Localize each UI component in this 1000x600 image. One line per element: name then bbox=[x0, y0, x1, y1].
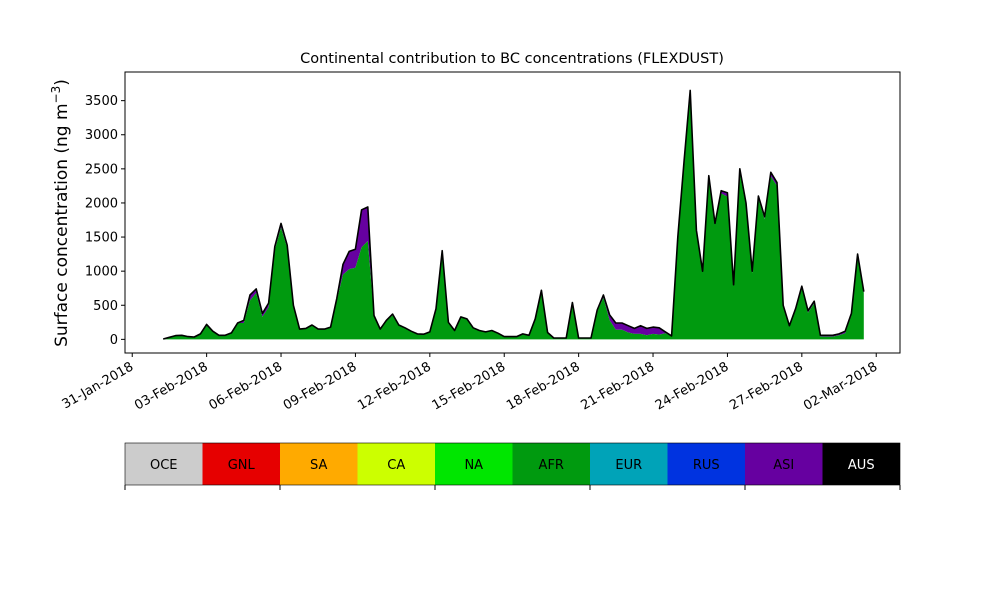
legend-swatch-oce bbox=[125, 443, 203, 485]
total-line bbox=[162, 89, 865, 340]
y-tick-label: 0 bbox=[110, 333, 118, 348]
legend-label-gnl: GNL bbox=[228, 458, 256, 473]
y-tick-label: 3000 bbox=[85, 128, 118, 143]
y-tick-label: 2500 bbox=[85, 162, 118, 177]
x-tick-label: 27-Feb-2018 bbox=[727, 359, 806, 413]
legend-swatch-rus bbox=[667, 443, 745, 485]
legend-label-afr: AFR bbox=[539, 458, 564, 473]
legend-label-rus: RUS bbox=[693, 458, 720, 473]
x-tick-label: 15-Feb-2018 bbox=[430, 359, 509, 413]
legend-swatch-asi bbox=[745, 443, 823, 485]
plot-area bbox=[162, 89, 865, 340]
x-tick-label: 12-Feb-2018 bbox=[355, 359, 434, 413]
legend-label-na: NA bbox=[464, 458, 483, 473]
legend-swatch-gnl bbox=[202, 443, 280, 485]
chart-title: Continental contribution to BC concentra… bbox=[300, 51, 724, 67]
y-axis-label-main: Surface concentration (ng m bbox=[52, 103, 72, 346]
y-axis-label-close: ) bbox=[52, 79, 72, 86]
x-tick-label: 06-Feb-2018 bbox=[206, 359, 285, 413]
legend-label-oce: OCE bbox=[150, 458, 178, 473]
y-tick-label: 1000 bbox=[85, 265, 118, 280]
x-tick-label: 09-Feb-2018 bbox=[281, 359, 360, 413]
legend-label-ca: CA bbox=[387, 458, 405, 473]
legend-swatch-eur bbox=[590, 443, 668, 485]
legend-swatch-aus bbox=[822, 443, 900, 485]
x-axis: 31-Jan-201803-Feb-201806-Feb-201809-Feb-… bbox=[60, 353, 880, 414]
legend-swatch-na bbox=[435, 443, 513, 485]
y-tick-label: 3500 bbox=[85, 94, 118, 109]
legend-label-eur: EUR bbox=[615, 458, 642, 473]
legend-swatch-sa bbox=[280, 443, 358, 485]
y-axis: 0 500 1000 1500 2000 2500 3000 3500 bbox=[85, 94, 125, 348]
legend-colorbar: OCE GNL SA CA NA AFR EUR RUS ASI AUS bbox=[124, 442, 901, 490]
y-tick-label: 1500 bbox=[85, 231, 118, 246]
x-tick-label: 03-Feb-2018 bbox=[132, 359, 211, 413]
x-tick-label: 24-Feb-2018 bbox=[653, 359, 732, 413]
y-tick-label: 2000 bbox=[85, 196, 118, 211]
area-series-afr bbox=[163, 90, 864, 340]
legend-label-aus: AUS bbox=[848, 458, 875, 473]
x-tick-label: 31-Jan-2018 bbox=[60, 359, 137, 412]
plot-frame bbox=[124, 71, 901, 354]
y-tick-label: 500 bbox=[93, 299, 118, 314]
legend-frame bbox=[124, 442, 901, 486]
x-tick-label: 18-Feb-2018 bbox=[504, 359, 583, 413]
legend-swatch-afr bbox=[512, 443, 590, 485]
legend-label-asi: ASI bbox=[773, 458, 794, 473]
legend-label-sa: SA bbox=[310, 458, 327, 473]
y-axis-label: Surface concentration (ng m−3) bbox=[49, 79, 72, 347]
x-tick-label: 21-Feb-2018 bbox=[578, 359, 657, 413]
y-axis-label-sup: −3 bbox=[49, 86, 63, 104]
legend-swatch-ca bbox=[357, 443, 435, 485]
x-tick-label: 02-Mar-2018 bbox=[801, 359, 880, 413]
